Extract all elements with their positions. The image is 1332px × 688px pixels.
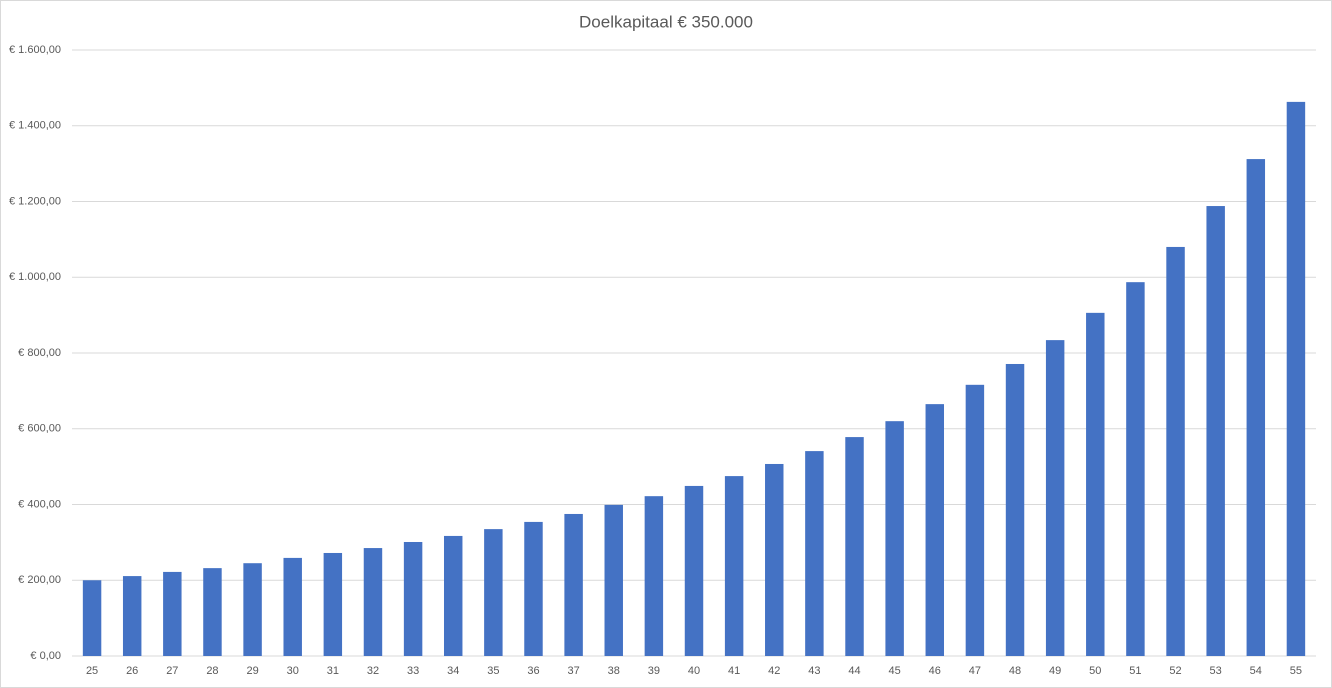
bar: [724, 476, 744, 656]
bar: [925, 404, 945, 656]
y-tick-label: € 1.400,00: [9, 120, 61, 132]
bar: [82, 580, 102, 656]
x-tick-label: 28: [206, 665, 218, 677]
bar: [644, 496, 664, 656]
bar: [564, 513, 583, 656]
x-tick-label: 52: [1169, 665, 1181, 677]
bar: [283, 557, 302, 656]
bar: [323, 552, 343, 656]
x-tick-label: 41: [728, 665, 740, 677]
x-tick-label: 54: [1250, 665, 1262, 677]
bar: [1086, 312, 1105, 656]
bar: [684, 485, 704, 656]
y-tick-label: € 1.600,00: [9, 44, 61, 56]
y-tick-label: € 800,00: [18, 347, 61, 359]
x-tick-label: 27: [166, 665, 178, 677]
x-tick-label: 47: [969, 665, 981, 677]
x-tick-label: 45: [889, 665, 901, 677]
y-tick-label: € 1.200,00: [9, 195, 61, 207]
x-tick-label: 35: [487, 665, 499, 677]
x-tick-label: 51: [1129, 665, 1141, 677]
x-tick-label: 37: [567, 665, 579, 677]
bar: [122, 576, 142, 656]
y-tick-label: € 1.000,00: [9, 271, 61, 283]
x-tick-label: 42: [768, 665, 780, 677]
x-tick-label: 55: [1290, 665, 1302, 677]
y-tick-label: € 400,00: [18, 498, 61, 510]
x-tick-label: 30: [287, 665, 299, 677]
y-tick-label: € 200,00: [18, 574, 61, 586]
bar: [524, 521, 543, 656]
bar: [1045, 340, 1065, 656]
x-tick-label: 25: [86, 665, 98, 677]
chart-title: Doelkapitaal € 350.000: [579, 12, 753, 31]
x-tick-label: 36: [527, 665, 539, 677]
bar: [765, 463, 784, 656]
x-tick-label: 32: [367, 665, 379, 677]
x-tick-label: 44: [848, 665, 860, 677]
x-tick-label: 34: [447, 665, 459, 677]
bar: [1005, 363, 1025, 656]
x-tick-label: 48: [1009, 665, 1021, 677]
x-tick-label: 49: [1049, 665, 1061, 677]
bar: [1126, 282, 1145, 656]
bar: [1166, 246, 1185, 656]
bar: [604, 504, 623, 656]
y-tick-label: € 600,00: [18, 423, 61, 435]
bar: [443, 535, 463, 656]
bar: [1206, 206, 1225, 657]
bar: [203, 568, 222, 656]
bar: [1246, 159, 1266, 656]
bar: [885, 421, 904, 656]
x-tick-label: 31: [327, 665, 339, 677]
x-tick-label: 53: [1210, 665, 1222, 677]
x-tick-label: 33: [407, 665, 419, 677]
bar: [805, 451, 824, 656]
bar: [243, 563, 262, 656]
bar: [363, 548, 383, 656]
bar: [163, 571, 182, 656]
y-tick-label: € 0,00: [30, 650, 61, 662]
x-tick-label: 46: [929, 665, 941, 677]
x-tick-label: 50: [1089, 665, 1101, 677]
bar: [484, 529, 503, 656]
x-tick-label: 26: [126, 665, 138, 677]
x-tick-label: 38: [608, 665, 620, 677]
bar: [403, 541, 423, 656]
x-tick-label: 39: [648, 665, 660, 677]
x-tick-label: 29: [246, 665, 258, 677]
bar: [1286, 101, 1306, 657]
x-tick-label: 40: [688, 665, 700, 677]
bar: [845, 437, 864, 656]
bar: [965, 384, 985, 656]
x-tick-label: 43: [808, 665, 820, 677]
